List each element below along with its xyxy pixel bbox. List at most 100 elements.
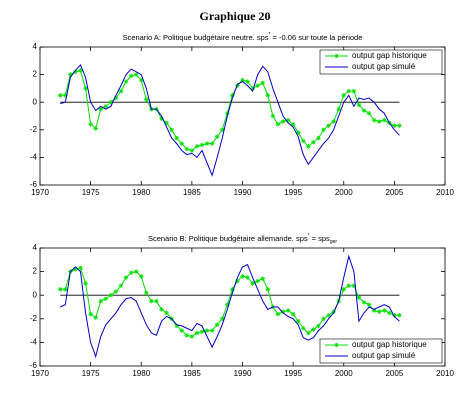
point-marker — [306, 330, 311, 336]
point-marker — [225, 302, 230, 307]
point-marker — [255, 278, 260, 284]
point-marker — [103, 296, 109, 302]
x-tick-label: 1975 — [82, 188, 100, 197]
chart-title: Scenario A: Politique budgétaire neutre.… — [123, 32, 363, 42]
point-marker — [311, 139, 316, 145]
point-marker — [300, 325, 306, 331]
point-marker — [311, 327, 316, 332]
point-marker — [214, 134, 220, 139]
title-part: Scenario A: Politique budgétaire neutre.… — [123, 33, 269, 42]
x-tick-label: 2000 — [335, 188, 353, 197]
point-marker — [118, 88, 124, 94]
point-marker — [133, 269, 139, 274]
point-marker — [240, 274, 245, 279]
point-marker — [78, 68, 83, 73]
point-marker — [290, 121, 296, 127]
y-tick-label: 4 — [33, 42, 38, 51]
x-tick-label: 2005 — [385, 188, 403, 197]
point-marker — [83, 86, 88, 91]
point-marker — [113, 95, 119, 101]
point-marker — [108, 99, 114, 105]
point-marker — [351, 283, 357, 289]
point-marker — [361, 108, 367, 113]
point-marker — [219, 127, 225, 133]
point-marker — [225, 110, 230, 116]
point-marker — [260, 276, 266, 281]
point-marker — [245, 79, 250, 84]
x-tick-label: 1975 — [82, 369, 100, 378]
point-marker — [392, 123, 397, 128]
point-marker — [57, 93, 63, 98]
point-marker — [235, 278, 240, 284]
point-marker — [230, 287, 235, 292]
point-marker — [199, 142, 205, 148]
point-marker — [300, 138, 306, 144]
point-marker — [285, 308, 291, 313]
point-marker — [285, 117, 291, 123]
point-marker — [321, 127, 326, 133]
point-marker — [128, 270, 134, 276]
point-marker — [164, 120, 169, 126]
point-marker — [57, 287, 63, 292]
legend-label: output gap historique — [352, 51, 427, 60]
series-line — [60, 64, 400, 177]
y-tick-label: -4 — [30, 338, 38, 347]
point-marker — [295, 130, 301, 135]
point-marker — [174, 323, 179, 329]
point-marker — [341, 93, 347, 98]
point-marker — [194, 144, 200, 149]
legend-label: output gap historique — [352, 340, 427, 349]
point-marker — [376, 309, 382, 315]
x-tick-label: 2010 — [436, 188, 454, 197]
point-marker — [159, 116, 164, 122]
point-marker — [138, 274, 144, 279]
point-marker — [209, 328, 215, 333]
point-marker — [133, 72, 139, 77]
figure-title: Graphique 20 — [199, 9, 270, 23]
title-part: ger — [330, 239, 338, 245]
point-marker — [159, 307, 164, 312]
point-marker — [113, 289, 119, 294]
point-marker — [68, 72, 73, 77]
point-marker — [73, 69, 78, 75]
point-marker — [250, 281, 255, 286]
point-marker — [341, 287, 347, 292]
point-marker — [275, 121, 281, 127]
y-tick-label: 2 — [33, 267, 38, 276]
title-part: Scenario B: Politique budgétaire alleman… — [148, 234, 308, 243]
point-marker — [98, 298, 104, 304]
point-marker — [164, 310, 169, 316]
point-marker — [118, 283, 124, 289]
point-marker — [93, 126, 98, 131]
point-marker — [63, 287, 68, 292]
point-marker — [103, 104, 109, 109]
y-tick-label: -2 — [30, 314, 38, 323]
point-marker — [326, 312, 331, 318]
x-tick-label: 2005 — [385, 369, 403, 378]
point-marker — [260, 80, 266, 86]
point-marker — [219, 316, 225, 322]
y-tick-label: -4 — [30, 153, 38, 162]
point-marker — [128, 73, 134, 79]
title-part: * — [308, 233, 310, 239]
point-marker — [356, 295, 362, 300]
point-marker — [144, 97, 149, 102]
point-marker — [204, 328, 210, 333]
point-marker — [93, 315, 98, 320]
point-marker — [144, 290, 149, 296]
point-marker — [245, 275, 250, 280]
point-marker — [387, 310, 392, 316]
y-tick-label: 0 — [33, 290, 38, 299]
point-marker — [346, 88, 352, 94]
point-marker — [270, 113, 276, 119]
point-marker — [397, 123, 402, 128]
point-marker — [169, 127, 174, 133]
point-marker — [199, 329, 205, 335]
point-marker — [83, 281, 88, 286]
point-marker — [346, 283, 352, 289]
point-marker — [331, 119, 336, 124]
point-marker — [381, 117, 387, 123]
point-marker — [366, 302, 372, 307]
point-marker — [154, 298, 159, 304]
point-marker — [295, 318, 301, 324]
